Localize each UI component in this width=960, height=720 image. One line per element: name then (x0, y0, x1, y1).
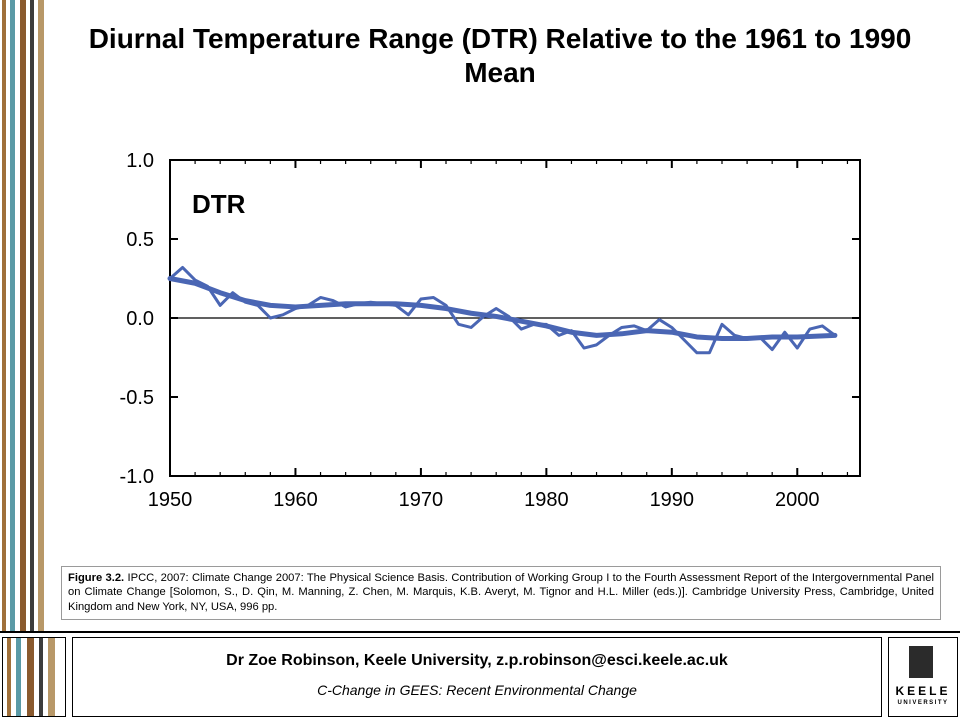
stripe-2 (10, 0, 15, 632)
data-point (583, 347, 585, 349)
data-point (783, 331, 786, 334)
data-point (771, 348, 773, 351)
data-point (231, 291, 234, 294)
footer-divider (0, 631, 960, 633)
footer-stripe-4 (39, 638, 43, 716)
data-point (432, 296, 435, 299)
data-point (520, 328, 523, 330)
data-point (733, 334, 736, 337)
x-tick-label: 1960 (273, 489, 318, 511)
logo-text: KEELE (895, 684, 951, 698)
keele-emblem-icon (909, 646, 933, 678)
data-point (620, 326, 623, 329)
data-point (495, 307, 497, 310)
data-point (194, 279, 196, 281)
data-point (219, 304, 221, 307)
data-point (696, 351, 698, 354)
stripe-4 (30, 0, 34, 632)
footer-stripe-3 (27, 638, 34, 716)
data-point (181, 266, 184, 269)
y-tick-label: 1.0 (126, 150, 154, 172)
stripe-3 (20, 0, 26, 632)
data-point (633, 325, 635, 327)
caption-lead: Figure 3.2. (68, 572, 125, 584)
chart-marks (167, 265, 838, 355)
footer-credits: Dr Zoe Robinson, Keele University, z.p.r… (72, 637, 882, 717)
x-tick-label: 1980 (524, 489, 569, 511)
y-tick-label: 0.0 (126, 308, 154, 330)
x-tick-label: 1970 (399, 489, 444, 511)
y-tick-label: 0.5 (126, 229, 154, 251)
footer-stripe-2 (16, 638, 21, 716)
data-point (558, 334, 560, 337)
footer-stripe-5 (48, 638, 55, 716)
footer-course: C-Change in GEES: Recent Environmental C… (317, 682, 637, 698)
footer-stripe-1 (7, 638, 11, 716)
figure-caption: Figure 3.2. IPCC, 2007: Climate Change 2… (61, 566, 941, 620)
chart-axes (169, 159, 861, 477)
logo-subtext: UNIVERSITY (897, 700, 949, 706)
series-line-smoothed (167, 276, 838, 342)
y-tick-label: -0.5 (120, 387, 154, 409)
data-point (344, 306, 347, 308)
data-point (671, 326, 673, 329)
data-point (457, 323, 460, 326)
data-point (420, 298, 422, 300)
data-point (445, 304, 447, 307)
data-point (821, 325, 824, 327)
series-line-annual (168, 265, 837, 355)
caption-body: IPCC, 2007: Climate Change 2007: The Phy… (68, 572, 934, 613)
slide-title: Diurnal Temperature Range (DTR) Relative… (88, 23, 912, 88)
x-tick-label: 1950 (148, 489, 193, 511)
data-point (470, 326, 472, 329)
footer-stripes (2, 637, 66, 717)
data-point (721, 323, 723, 326)
data-point (332, 299, 334, 302)
stripe-1 (2, 0, 6, 632)
x-tick-label: 1990 (650, 489, 695, 511)
x-tick-label: 2000 (775, 489, 820, 511)
stripe-5 (38, 0, 44, 632)
keele-logo: KEELE UNIVERSITY (888, 637, 958, 717)
y-tick-label: -1.0 (120, 466, 154, 488)
data-point (282, 314, 284, 316)
data-point (407, 314, 410, 316)
data-point (269, 317, 272, 319)
data-point (809, 328, 811, 330)
chart-annotation: DTR (192, 189, 246, 219)
decorative-stripes (0, 0, 46, 632)
data-point (319, 296, 322, 299)
data-point (683, 339, 686, 341)
footer-author: Dr Zoe Robinson, Keele University, z.p.r… (226, 652, 728, 669)
data-point (708, 351, 711, 354)
data-point (658, 318, 661, 321)
data-point (595, 344, 598, 346)
data-point (796, 347, 799, 349)
